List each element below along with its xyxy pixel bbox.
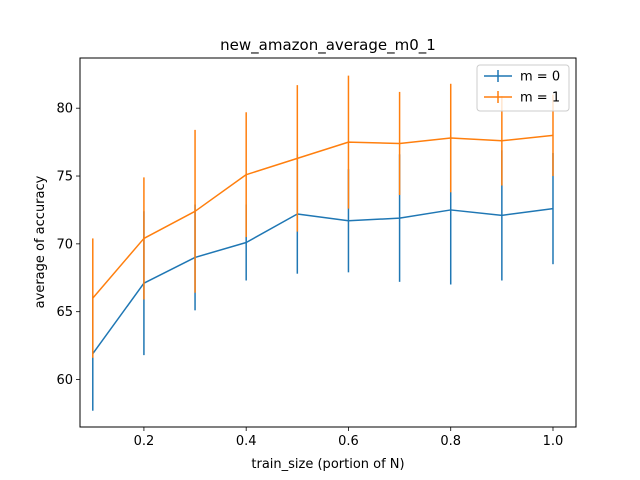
- legend-label: m = 0: [520, 70, 560, 85]
- y-tick-label: 70: [56, 237, 73, 252]
- y-tick-label: 80: [56, 102, 73, 117]
- x-tick-label: 0.2: [134, 434, 155, 449]
- y-tick-label: 65: [56, 305, 73, 320]
- x-axis: 0.2 0.4 0.6 0.8 1.0: [134, 427, 564, 449]
- series-line: [92, 207, 554, 355]
- y-axis: 60 65 70 75 80: [56, 102, 80, 388]
- chart-title: new_amazon_average_m0_1: [220, 36, 436, 55]
- x-axis-title: train_size (portion of N): [251, 457, 404, 472]
- x-tick-label: 0.8: [440, 434, 461, 449]
- x-tick-label: 1.0: [543, 434, 564, 449]
- legend-label: m = 1: [520, 91, 560, 106]
- series-line: [92, 134, 554, 299]
- x-tick-label: 0.6: [338, 434, 359, 449]
- legend-item-0: m = 0: [484, 70, 560, 85]
- plot-frame: [79, 57, 577, 428]
- legend: m = 0 m = 1: [476, 64, 570, 112]
- y-axis-title: average of accuracy: [33, 175, 48, 308]
- x-tick-label: 0.4: [236, 434, 257, 449]
- y-tick-label: 60: [56, 373, 73, 388]
- y-tick-label: 75: [56, 170, 73, 185]
- legend-item-1: m = 1: [484, 91, 560, 106]
